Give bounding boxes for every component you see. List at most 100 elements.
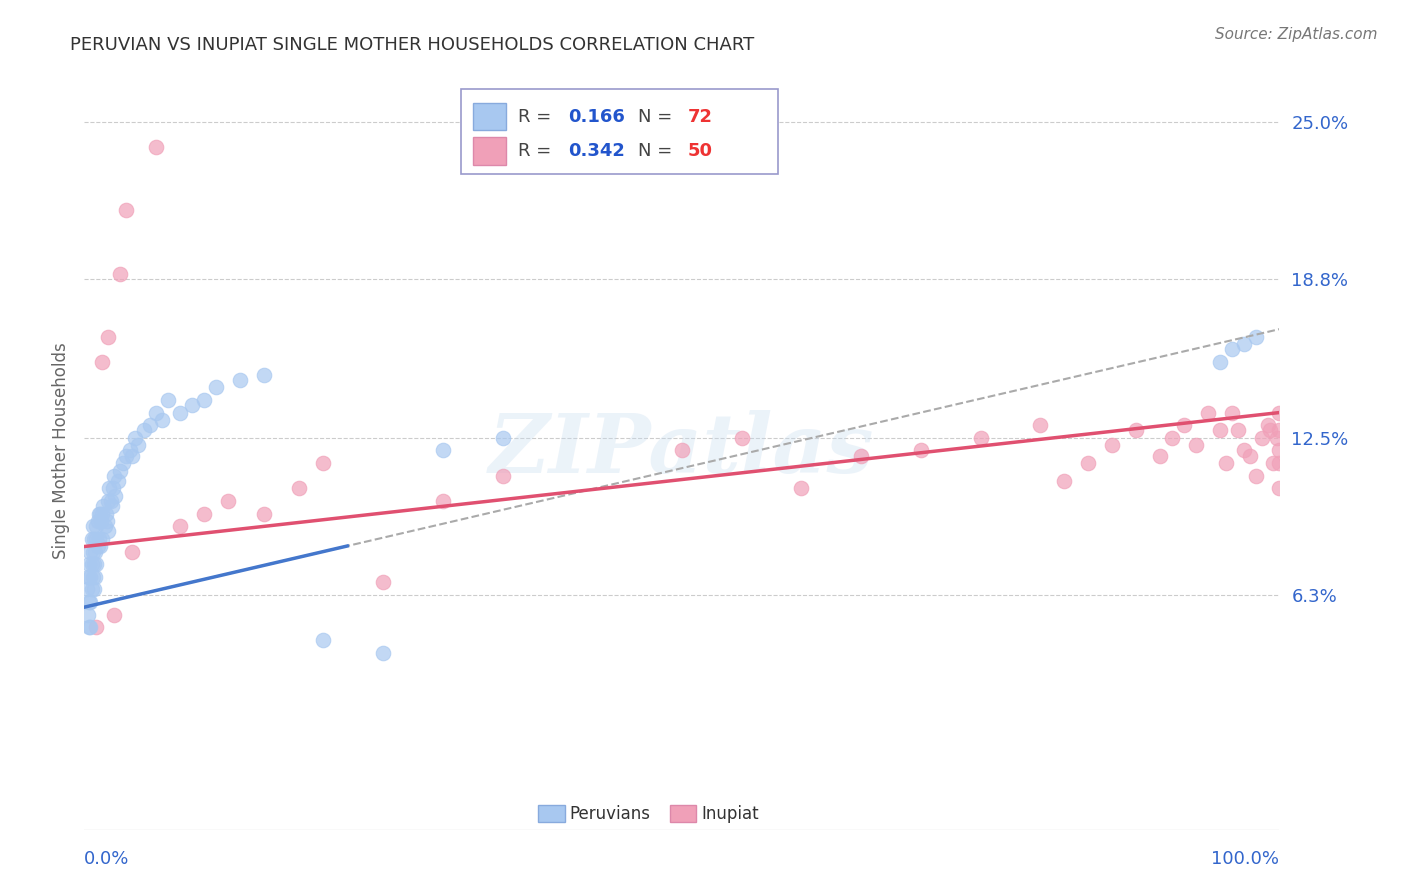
Point [169, 519, 191, 533]
Point [104, 489, 127, 503]
Point [1209, 423, 1232, 437]
Point [253, 507, 276, 521]
Text: 100.0%: 100.0% [1212, 850, 1279, 868]
Point [492, 468, 515, 483]
Point [87, 507, 110, 521]
Point [93, 499, 115, 513]
Point [432, 494, 454, 508]
Point [205, 380, 228, 394]
Point [145, 405, 167, 420]
Point [86, 620, 108, 634]
Text: R =: R = [519, 142, 557, 160]
Point [100, 494, 122, 508]
Point [86, 514, 108, 528]
Text: Peruvians: Peruvians [569, 805, 651, 822]
Text: 50: 50 [688, 142, 713, 160]
Point [110, 464, 132, 478]
Bar [538, 805, 565, 822]
Point [1029, 418, 1052, 433]
Point [1263, 456, 1285, 470]
Point [82, 570, 104, 584]
Point [83, 557, 105, 572]
Y-axis label: Single Mother Households: Single Mother Households [52, 343, 70, 558]
Point [98, 482, 121, 496]
Point [1268, 423, 1291, 437]
Point [77, 607, 100, 622]
Point [217, 494, 239, 508]
Point [79, 570, 101, 584]
Point [193, 507, 215, 521]
Point [1258, 423, 1281, 437]
Bar [472, 137, 506, 165]
Text: 0.0%: 0.0% [84, 850, 129, 868]
Point [111, 456, 134, 470]
Text: PERUVIAN VS INUPIAT SINGLE MOTHER HOUSEHOLDS CORRELATION CHART: PERUVIAN VS INUPIAT SINGLE MOTHER HOUSEH… [70, 36, 755, 54]
Point [1250, 431, 1272, 445]
Point [76, 582, 98, 597]
Point [1239, 449, 1261, 463]
Point [82, 544, 104, 558]
Point [1244, 468, 1267, 483]
Point [97, 494, 120, 508]
Point [101, 482, 124, 496]
Point [1053, 474, 1076, 488]
Point [110, 267, 132, 281]
Point [107, 474, 129, 488]
Point [115, 449, 138, 463]
Point [193, 392, 215, 407]
FancyBboxPatch shape [461, 89, 778, 174]
Point [84, 544, 107, 558]
Point [157, 392, 180, 407]
Point [101, 499, 124, 513]
Point [96, 514, 118, 528]
Point [150, 413, 173, 427]
Point [97, 524, 120, 539]
Point [139, 418, 162, 433]
Point [91, 507, 114, 521]
Point [79, 620, 101, 634]
Point [121, 544, 143, 558]
Point [80, 582, 103, 597]
Text: Inupiat: Inupiat [702, 805, 759, 822]
Point [1220, 405, 1243, 420]
Point [121, 449, 143, 463]
Point [373, 646, 395, 660]
Point [1244, 330, 1267, 344]
Point [790, 482, 813, 496]
Point [1220, 343, 1243, 357]
Text: 0.166: 0.166 [568, 108, 626, 126]
Point [1077, 456, 1099, 470]
Text: 0.342: 0.342 [568, 142, 626, 160]
Text: N =: N = [638, 142, 678, 160]
Point [1101, 438, 1123, 452]
Bar [671, 805, 696, 822]
Point [731, 431, 754, 445]
Point [118, 443, 141, 458]
Point [89, 507, 111, 521]
Point [288, 482, 311, 496]
Point [229, 373, 252, 387]
Point [1161, 431, 1184, 445]
Point [82, 519, 104, 533]
Point [1268, 405, 1291, 420]
Point [910, 443, 932, 458]
Point [79, 595, 101, 609]
Point [86, 540, 108, 554]
Point [1215, 456, 1237, 470]
Point [851, 449, 873, 463]
Point [97, 330, 120, 344]
Point [87, 532, 110, 546]
Point [1149, 449, 1171, 463]
Point [86, 519, 108, 533]
Point [312, 633, 335, 648]
Point [115, 203, 138, 218]
Point [94, 507, 117, 521]
Point [1268, 482, 1291, 496]
Point [79, 544, 101, 558]
Point [1125, 423, 1147, 437]
Point [1233, 443, 1256, 458]
Point [181, 398, 204, 412]
Point [492, 431, 515, 445]
Point [77, 570, 100, 584]
Point [132, 423, 156, 437]
